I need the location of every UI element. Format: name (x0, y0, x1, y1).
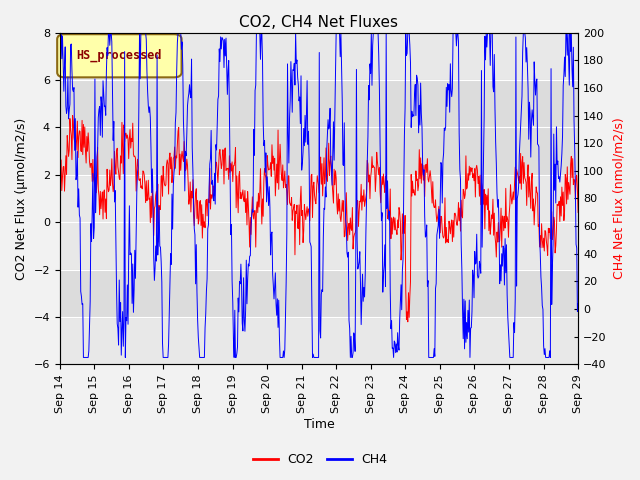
Y-axis label: CH4 Net Flux (nmol/m2/s): CH4 Net Flux (nmol/m2/s) (612, 118, 625, 279)
Title: CO2, CH4 Net Fluxes: CO2, CH4 Net Fluxes (239, 15, 399, 30)
Legend: CO2, CH4: CO2, CH4 (248, 448, 392, 471)
Bar (60, 80, 578, 175)
FancyBboxPatch shape (57, 34, 182, 77)
X-axis label: Time: Time (303, 419, 334, 432)
Text: HS_processed: HS_processed (77, 49, 162, 62)
Y-axis label: CO2 Net Flux (μmol/m2/s): CO2 Net Flux (μmol/m2/s) (15, 117, 28, 279)
Bar (60, 270, 578, 317)
